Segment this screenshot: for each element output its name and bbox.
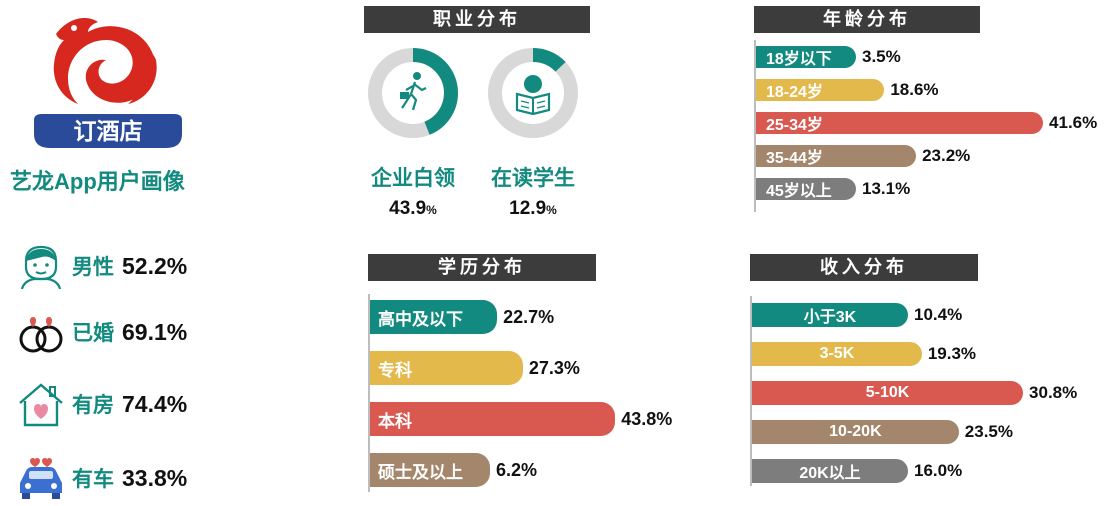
stat-label: 有房 [72, 394, 114, 417]
bar-row: 25-34岁 41.6% [756, 112, 1097, 134]
bar-row: 高中及以下 22.7% [370, 300, 554, 334]
stat-male: 男性 52.2% [14, 238, 187, 294]
bar-row: 45岁以上 13.1% [756, 178, 910, 200]
bar-value-label: 43.8% [621, 408, 673, 429]
bar: 专科 [370, 351, 523, 385]
bar: 18岁以下 [756, 46, 856, 68]
stat-house: 有房 74.4% [14, 376, 187, 432]
donut-slice-student [488, 48, 578, 138]
occupation-header: 职业分布 [364, 6, 590, 33]
bar-row: 专科 27.3% [370, 351, 580, 385]
bar-axis [750, 296, 752, 486]
bar: 20K以上 [752, 459, 908, 483]
walking-commuter-icon [400, 72, 427, 111]
bar-category-label: 本科 [378, 411, 412, 431]
dragon-swirl-icon [53, 18, 156, 104]
stat-value: 33.8% [122, 464, 188, 491]
bar: 小于3K [752, 303, 908, 327]
bar-category-label: 5-10K [865, 384, 910, 401]
bar-axis [368, 294, 370, 492]
bar-value-label: 30.8% [1029, 383, 1078, 402]
hotel-badge [34, 114, 182, 148]
stat-value: 69.1% [122, 318, 188, 345]
education-bar-chart: 高中及以下 22.7% 专科 27.3% 本科 43.8% 硕士及以上 6.2% [368, 294, 698, 492]
stat-value: 74.4% [122, 390, 188, 417]
bar-row: 20K以上 16.0% [752, 459, 962, 483]
reading-student-icon [515, 75, 551, 116]
bar: 高中及以下 [370, 300, 498, 334]
education-header: 学历分布 [368, 254, 596, 281]
bar-row: 小于3K 10.4% [752, 303, 962, 327]
donut-label: 在读学生 [491, 167, 575, 190]
bar-category-label: 高中及以下 [378, 309, 463, 329]
age-bar-chart: 18岁以下 3.5% 18-24岁 18.6% 25-34岁 41.6% 35-44岁 23.… [754, 40, 1104, 212]
bar-value-label: 41.6% [1049, 113, 1098, 132]
bar-category-label: 小于3K [803, 309, 857, 326]
bar-category-label: 35-44岁 [766, 150, 823, 167]
bar-value-label: 10.4% [914, 305, 963, 324]
donut-value: 12.9% [509, 198, 557, 219]
bar-value-label: 27.3% [528, 357, 580, 378]
stat-label: 有车 [72, 468, 114, 491]
stat-label: 男性 [72, 256, 114, 279]
car-icon [20, 458, 62, 499]
bar-category-label: 20K以上 [799, 465, 861, 482]
bar: 35-44岁 [756, 145, 917, 167]
bar: 硕士及以上 [370, 453, 490, 487]
bar-value-label: 23.5% [964, 422, 1013, 441]
bar-category-label: 25-34岁 [766, 117, 823, 134]
profile-title: 艺龙App用户画像 [10, 169, 185, 194]
bar: 18-24岁 [756, 79, 885, 101]
donut-student [488, 48, 578, 138]
bar-axis [754, 40, 756, 212]
donut-slice-white-collar [368, 48, 458, 138]
bar-category-label: 3-5K [819, 345, 855, 362]
stat-label: 已婚 [72, 322, 114, 345]
bar: 5-10K [752, 381, 1024, 405]
bar-row: 18岁以下 3.5% [756, 46, 901, 68]
donut-value: 43.9% [389, 198, 437, 219]
bar-category-label: 10-20K [829, 423, 882, 440]
bar: 3-5K [752, 342, 922, 366]
stat-car: 有车 33.8% [14, 450, 187, 506]
bar-row: 10-20K 23.5% [752, 420, 1013, 444]
bar-category-label: 45岁以上 [766, 183, 832, 200]
house-heart-icon [19, 383, 63, 427]
bar: 10-20K [752, 420, 959, 444]
donut-label: 企业白领 [371, 167, 455, 190]
bar-value-label: 22.7% [503, 306, 555, 327]
wedding-rings-icon [19, 317, 63, 353]
bar-value-label: 23.2% [922, 146, 971, 165]
badge-label: 订酒店 [74, 119, 143, 145]
bar-category-label: 18岁以下 [766, 51, 832, 68]
stat-married: 已婚 69.1% [14, 304, 187, 360]
income-header: 收入分布 [750, 254, 978, 281]
bar-row: 18-24岁 18.6% [756, 79, 939, 101]
elong-logo: 订酒店 [34, 18, 182, 148]
bar-value-label: 6.2% [496, 459, 538, 480]
male-face-icon [20, 245, 62, 290]
bar-value-label: 3.5% [862, 47, 901, 66]
bar-value-label: 18.6% [890, 80, 939, 99]
bar-row: 3-5K 19.3% [752, 342, 976, 366]
bar-row: 本科 43.8% [370, 402, 672, 436]
bar-row: 硕士及以上 6.2% [370, 453, 537, 487]
bar-category-label: 18-24岁 [766, 84, 823, 101]
bar-value-label: 19.3% [927, 344, 977, 363]
bar-value-label: 13.1% [862, 179, 911, 198]
stat-value: 52.2% [122, 252, 188, 279]
bar-category-label: 专科 [378, 360, 412, 380]
bar-row: 5-10K 30.8% [752, 381, 1077, 405]
age-header: 年龄分布 [754, 6, 980, 33]
bar-row: 35-44岁 23.2% [756, 145, 970, 167]
bar: 25-34岁 [756, 112, 1044, 134]
donut-white-collar [368, 48, 458, 138]
bar-category-label: 硕士及以上 [378, 462, 463, 482]
bar-value-label: 16.0% [914, 461, 963, 480]
bar: 45岁以上 [756, 178, 856, 200]
bar: 本科 [370, 402, 616, 436]
income-bar-chart: 小于3K 10.4% 3-5K 19.3% 5-10K 30.8% 10-20K 23.5% 2… [750, 296, 1100, 486]
